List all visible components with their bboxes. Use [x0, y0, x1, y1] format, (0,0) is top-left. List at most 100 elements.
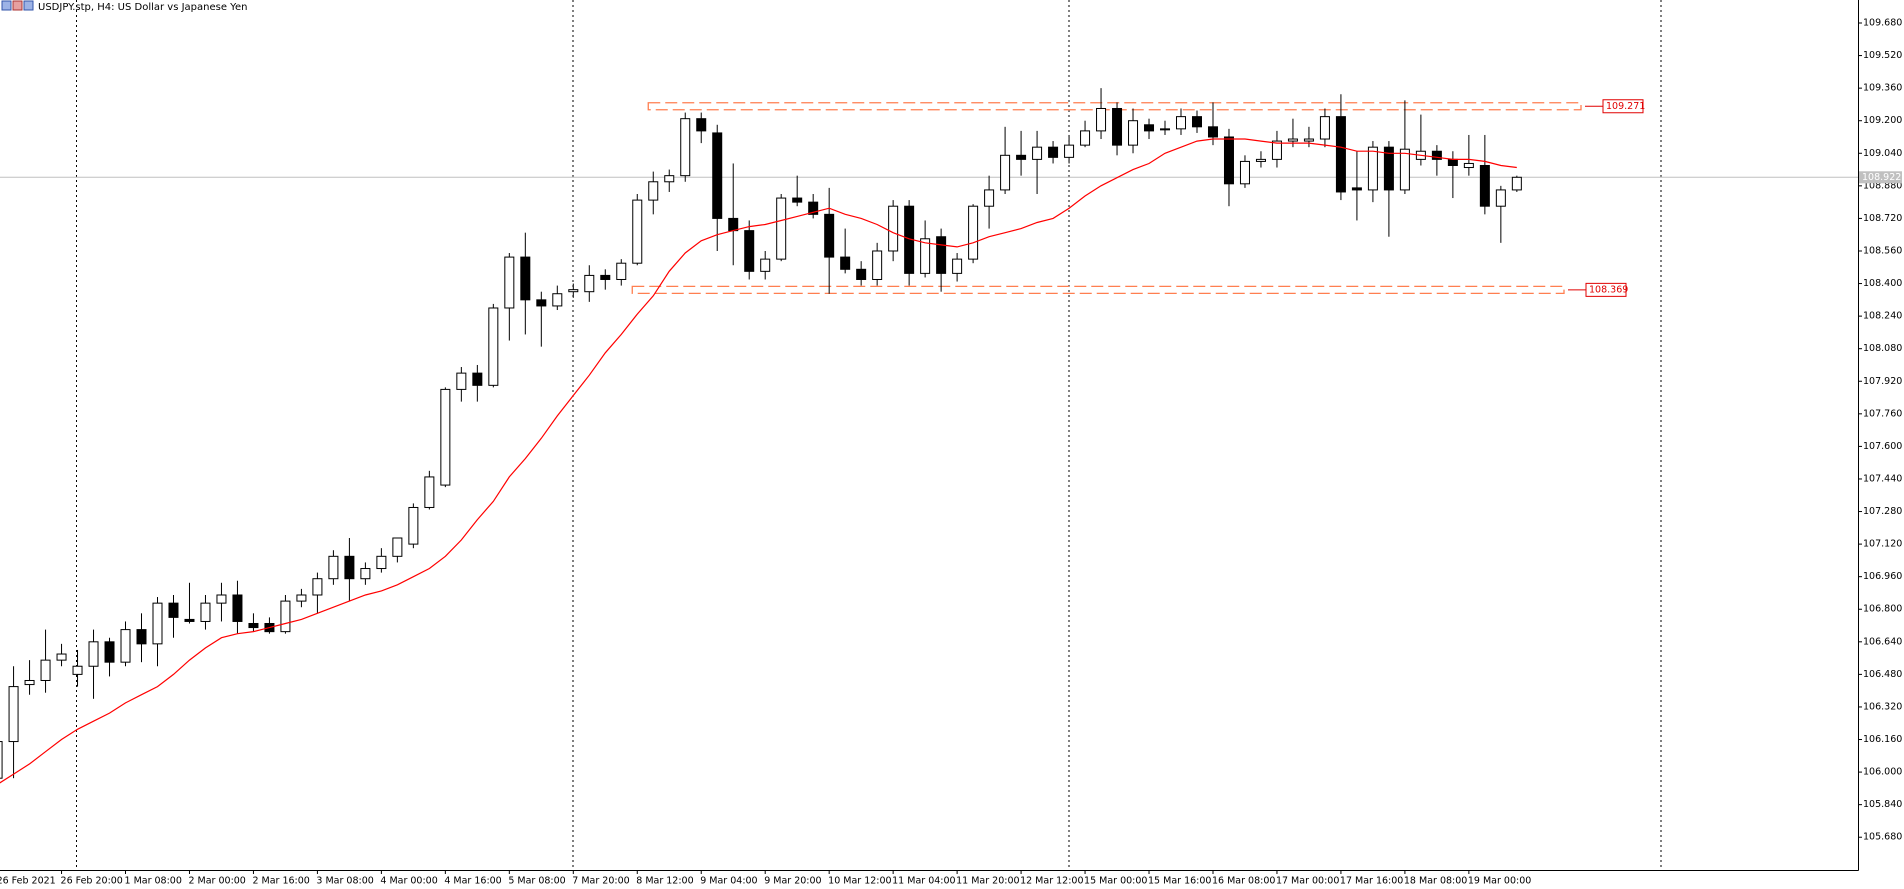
candle-body	[680, 118, 691, 177]
candle-body	[888, 205, 899, 252]
y-tick-label: 109.200	[1863, 115, 1902, 126]
y-tick-label: 109.520	[1863, 50, 1902, 61]
y-tick-label: 105.840	[1863, 799, 1902, 810]
candle-body	[824, 213, 835, 258]
level-label: 109.271	[1606, 101, 1645, 112]
candle-body	[296, 594, 307, 602]
candle-body	[648, 181, 659, 201]
candle-body	[472, 372, 483, 386]
candle-body	[1511, 176, 1522, 191]
y-tick-label: 108.080	[1863, 343, 1902, 354]
candle-body	[952, 258, 963, 274]
candle-body	[1032, 146, 1043, 160]
candle-body	[696, 118, 707, 132]
x-tick-label: 26 Feb 20:00	[61, 876, 123, 887]
y-tick-label: 106.000	[1863, 767, 1902, 778]
candle-body	[408, 506, 419, 545]
y-tick-label: 108.400	[1863, 278, 1902, 289]
candle-body	[1495, 189, 1506, 207]
candle-body	[584, 274, 595, 293]
candle-body	[728, 217, 739, 232]
candle-body	[1255, 158, 1266, 162]
level-label-box	[1585, 282, 1627, 297]
x-tick-label: 10 Mar 12:00	[828, 876, 891, 887]
x-tick-label: 5 Mar 08:00	[508, 876, 565, 887]
candle-body	[1144, 124, 1155, 132]
candle-body	[840, 256, 851, 270]
x-tick-label: 3 Mar 08:00	[316, 876, 373, 887]
y-tick-label: 106.320	[1863, 701, 1902, 712]
x-tick-label: 15 Mar 00:00	[1084, 876, 1147, 887]
candle-body	[984, 189, 995, 207]
x-tick-label: 18 Mar 08:00	[1404, 876, 1467, 887]
candle-body	[136, 629, 147, 645]
bid-label-box	[1859, 171, 1902, 184]
x-tick-label: 11 Mar 04:00	[892, 876, 955, 887]
candle-body	[456, 372, 467, 390]
candle-body	[360, 568, 371, 580]
candle-body	[664, 175, 675, 183]
x-tick-label: 15 Mar 16:00	[1148, 876, 1211, 887]
period-separators	[76, 0, 1662, 870]
candle-body	[440, 388, 451, 486]
candle-body	[1176, 116, 1187, 130]
x-tick-label: 9 Mar 04:00	[700, 876, 757, 887]
y-tick-label: 108.560	[1863, 245, 1902, 256]
candle-body	[1303, 138, 1314, 142]
candle-body	[776, 197, 787, 260]
y-tick-label: 109.680	[1863, 18, 1902, 29]
candle-body	[344, 555, 355, 580]
candle-body	[536, 299, 547, 307]
moving-average	[0, 138, 1517, 784]
level-label-box	[1602, 99, 1644, 114]
candles	[0, 88, 1522, 779]
candle-body	[1096, 107, 1107, 132]
x-tick-label: 4 Mar 16:00	[444, 876, 501, 887]
candle-body	[1080, 130, 1091, 146]
candle-body	[552, 293, 563, 307]
candle-body	[40, 659, 51, 681]
candle-body	[1431, 150, 1442, 160]
icon	[1, 0, 12, 11]
candle-body	[312, 578, 323, 596]
candle-body	[504, 256, 515, 309]
candle-body	[248, 622, 259, 629]
y-tick-label: 105.680	[1863, 832, 1902, 843]
level-band	[631, 285, 1565, 295]
candle-body	[568, 289, 579, 293]
candle-body	[712, 132, 723, 219]
candle-body	[1112, 107, 1123, 146]
x-tick-label: 9 Mar 20:00	[764, 876, 821, 887]
y-tick-label: 106.640	[1863, 636, 1902, 647]
candle-body	[88, 641, 99, 667]
candle-body	[744, 230, 755, 272]
candle-body	[216, 594, 227, 604]
candle-body	[120, 629, 131, 663]
x-tick-label: 2 Mar 00:00	[188, 876, 245, 887]
candle-body	[760, 258, 771, 272]
candle-body	[872, 250, 883, 280]
x-tick-label: 12 Mar 12:00	[1020, 876, 1083, 887]
y-tick-label: 107.280	[1863, 506, 1902, 517]
candle-body	[792, 197, 803, 203]
candle-body	[488, 307, 499, 386]
candle-body	[376, 555, 387, 570]
candle-body	[1239, 160, 1250, 185]
y-tick-label: 107.760	[1863, 408, 1902, 419]
candle-body	[0, 741, 3, 779]
candle-body	[1191, 116, 1202, 128]
symbol-icons	[1, 0, 34, 11]
candle-body	[280, 600, 291, 633]
y-tick-label: 107.440	[1863, 473, 1902, 484]
candle-body	[1463, 162, 1474, 169]
candle-body	[392, 537, 403, 557]
y-tick-label: 106.800	[1863, 604, 1902, 615]
candle-body	[808, 201, 819, 215]
candle-body	[920, 238, 931, 274]
candle-body	[616, 262, 627, 280]
y-tick-label: 107.920	[1863, 376, 1902, 387]
icon	[23, 0, 34, 11]
y-tick-label: 108.720	[1863, 213, 1902, 224]
candle-body	[104, 641, 115, 663]
